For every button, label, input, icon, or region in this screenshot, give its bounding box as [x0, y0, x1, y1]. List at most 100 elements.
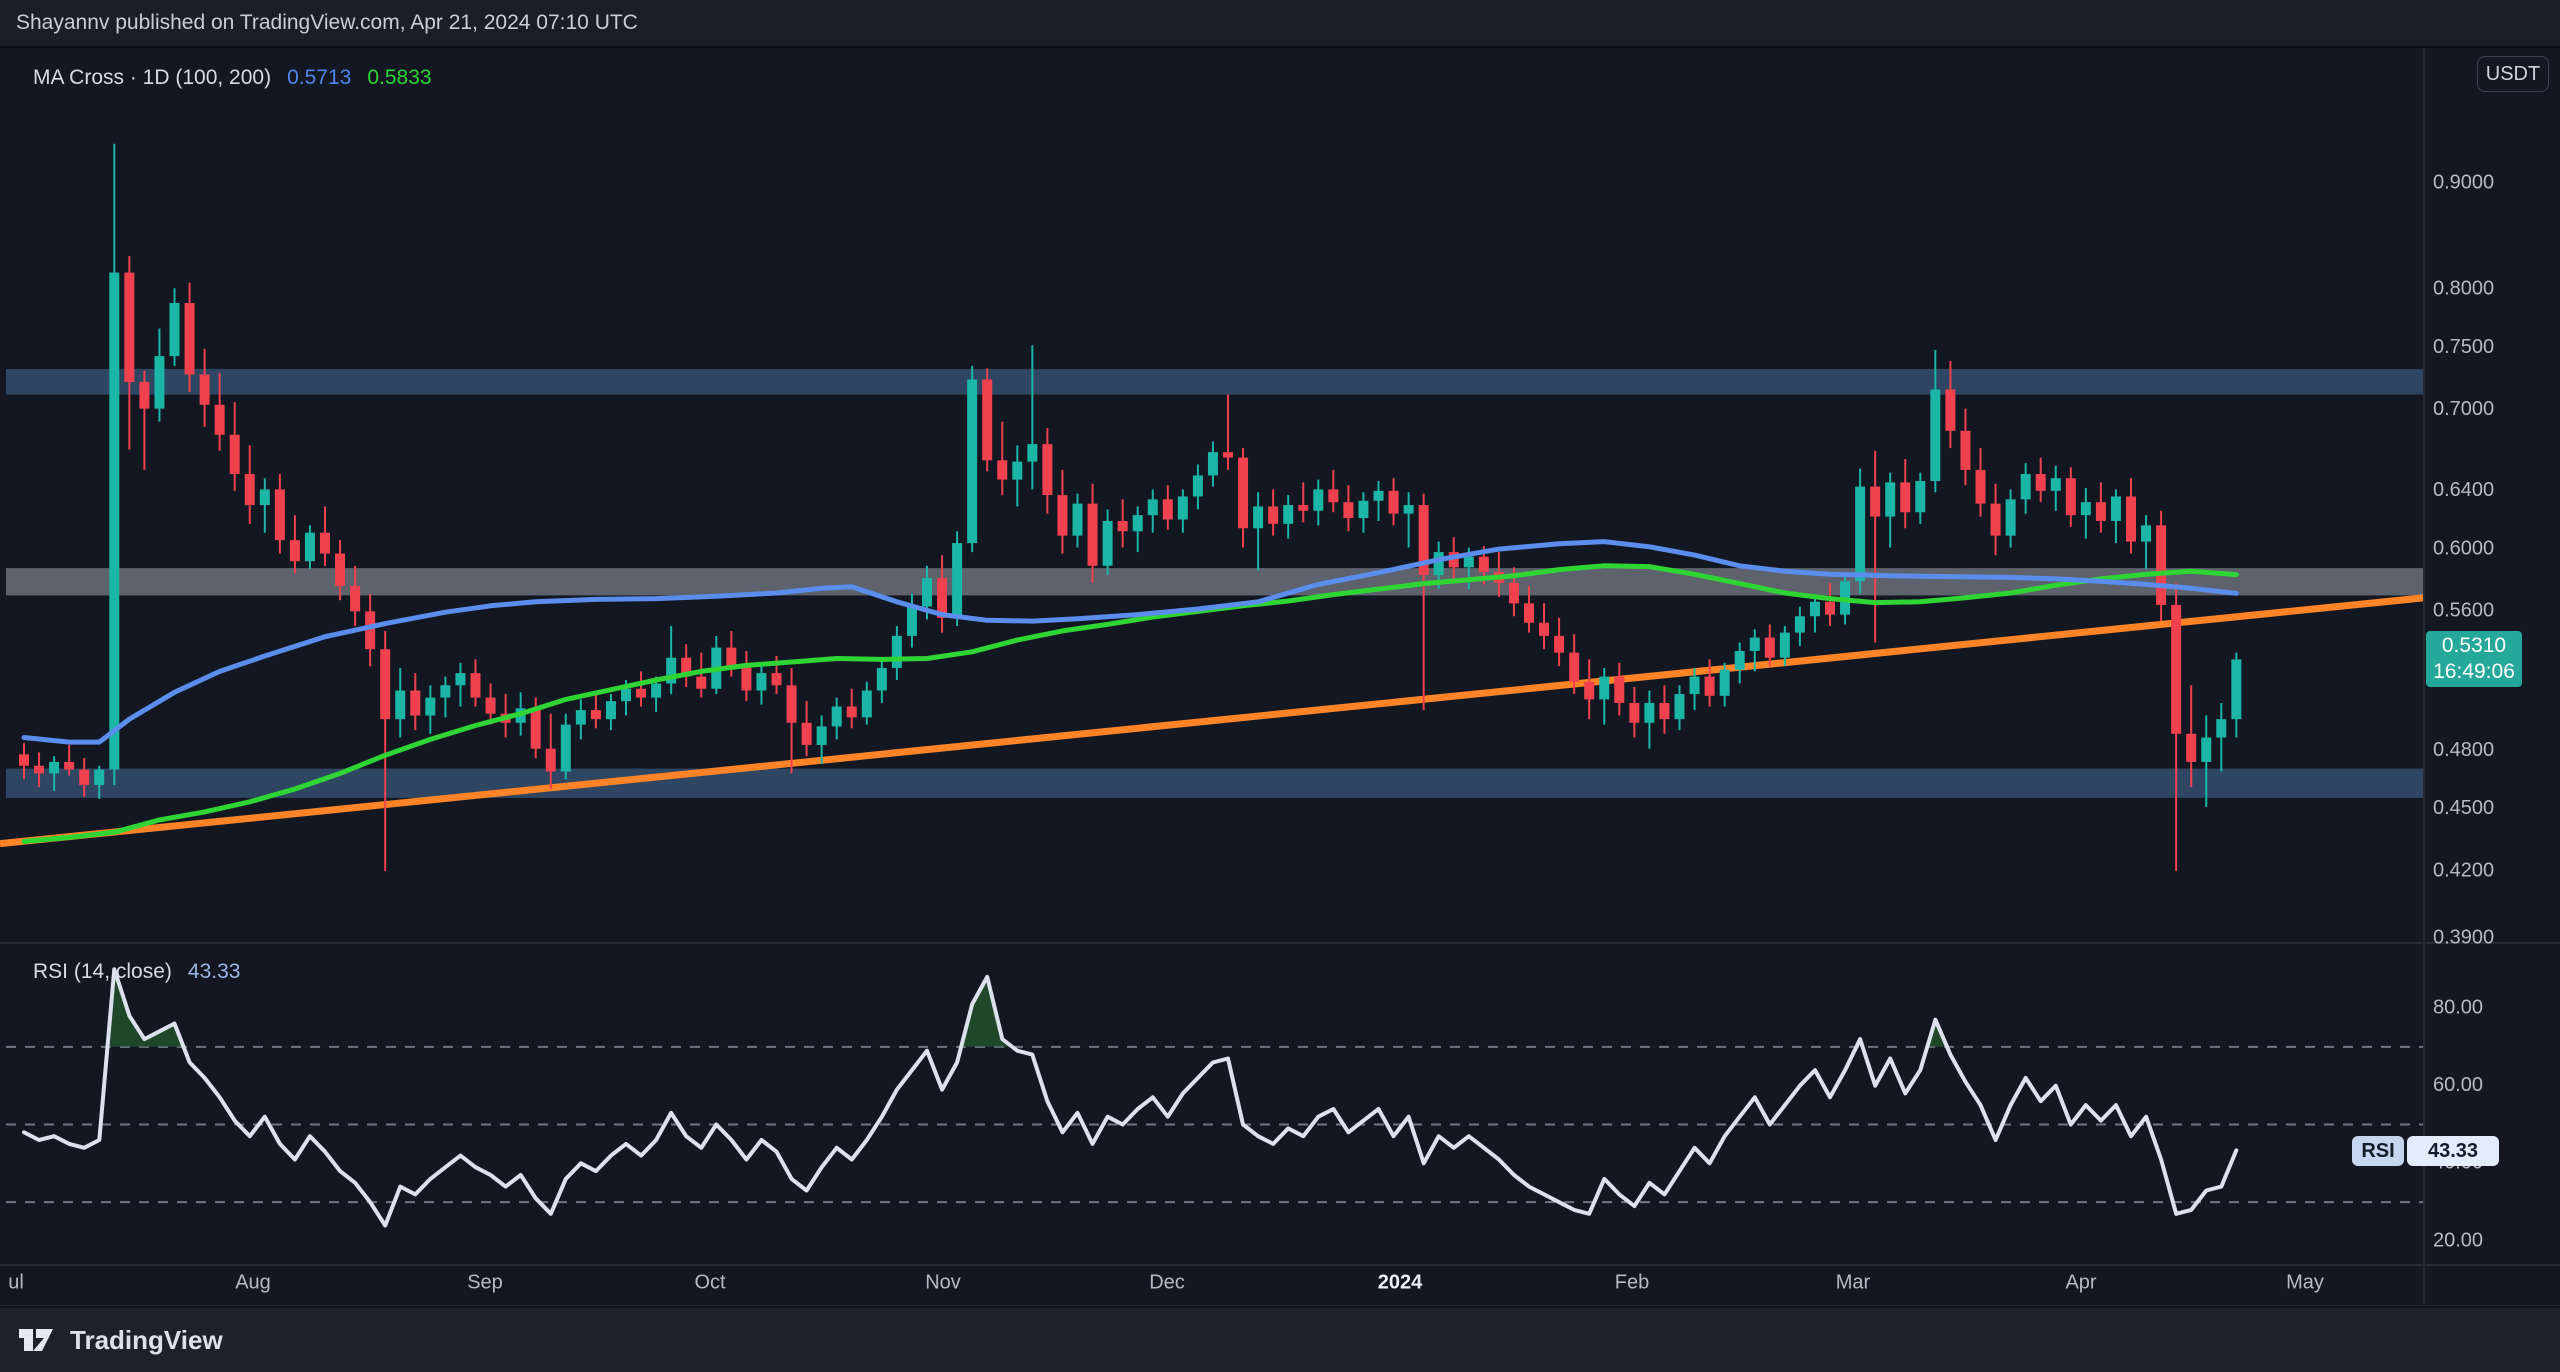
- candle-body: [470, 673, 481, 698]
- candle-body: [1508, 582, 1519, 604]
- candle-body: [2231, 659, 2242, 720]
- candle-body: [244, 474, 255, 506]
- candle-body: [1238, 457, 1249, 529]
- price-tick-0.7500: 0.7500: [2433, 336, 2494, 358]
- ma200-value: 0.5833: [367, 66, 432, 89]
- candle-body: [621, 688, 631, 702]
- candle-body: [1719, 669, 1730, 696]
- candle-body: [1764, 637, 1775, 658]
- candle-body: [1659, 702, 1670, 720]
- candle-body: [410, 690, 421, 716]
- candle-body: [545, 748, 556, 772]
- candle-body: [365, 611, 376, 650]
- candle-body: [1373, 490, 1384, 501]
- snapshot-footer: TradingView: [0, 1306, 2560, 1372]
- candle-body: [1087, 503, 1098, 566]
- rsi-tick-60.00: 60.00: [2433, 1074, 2483, 1096]
- candle-body: [1448, 552, 1459, 568]
- candle-body: [1177, 496, 1188, 520]
- candle-body: [861, 690, 872, 718]
- bar-countdown: 16:49:06: [2433, 660, 2515, 684]
- candle-body: [1524, 603, 1534, 623]
- price-tick-0.8000: 0.8000: [2433, 278, 2494, 300]
- rsi-legend[interactable]: RSI (14, close) 43.33: [33, 960, 240, 984]
- candle-body: [530, 708, 541, 749]
- candle-body: [2035, 474, 2046, 491]
- price-tick-0.4800: 0.4800: [2433, 739, 2494, 761]
- candle-body: [1704, 676, 1715, 696]
- candle-body: [49, 761, 60, 774]
- candle-body: [1749, 637, 1760, 651]
- candle-body: [184, 302, 195, 375]
- candle-body: [1223, 452, 1233, 458]
- time-tick-Feb: Feb: [1615, 1271, 1649, 1293]
- ma-cross-legend[interactable]: MA Cross · 1D (100, 200) 0.5713 0.5833: [33, 66, 432, 90]
- candle-body: [2201, 737, 2212, 762]
- time-tick-Aug: Aug: [235, 1271, 271, 1293]
- rsi-tick-20.00: 20.00: [2433, 1229, 2483, 1251]
- candle-body: [590, 710, 601, 720]
- candle-body: [846, 706, 857, 718]
- candle-body: [1463, 556, 1474, 568]
- candle-body: [1794, 616, 1805, 633]
- candle-body: [937, 578, 948, 618]
- candle-body: [1689, 676, 1700, 695]
- candle-body: [1825, 601, 1835, 615]
- candle-body: [169, 302, 180, 357]
- candle-body: [139, 381, 150, 409]
- candle-body: [1584, 681, 1595, 700]
- candle-body: [350, 585, 361, 612]
- footer-brand[interactable]: TradingView: [70, 1324, 223, 1355]
- candle-body: [1298, 505, 1309, 511]
- rsi-legend-title: RSI (14, close): [33, 960, 172, 983]
- candle-body: [94, 769, 105, 786]
- time-tick-ul: ul: [8, 1271, 24, 1293]
- candle-body: [1674, 694, 1685, 720]
- candle-body: [2005, 499, 2016, 536]
- candle-body: [1599, 676, 1610, 700]
- candle-body: [2080, 502, 2091, 516]
- candle-body: [1042, 444, 1053, 496]
- candle-body: [2171, 604, 2182, 734]
- candle-body: [79, 769, 90, 786]
- candle-body: [34, 765, 45, 774]
- time-tick-Dec: Dec: [1149, 1271, 1185, 1293]
- candle-body: [1102, 520, 1113, 566]
- rsi-badge-label: RSI: [2352, 1136, 2404, 1166]
- time-tick-Sep: Sep: [467, 1271, 503, 1293]
- candle-body: [1433, 552, 1444, 576]
- candle-body: [2020, 474, 2031, 500]
- candle-body: [199, 374, 210, 405]
- candle-body: [816, 726, 827, 745]
- price-tick-0.6400: 0.6400: [2433, 479, 2494, 501]
- candle-body: [1975, 469, 1986, 504]
- candle-body: [1418, 505, 1429, 576]
- candle-body: [1539, 622, 1550, 636]
- candle-body: [1734, 650, 1745, 670]
- candle-body: [2186, 733, 2197, 762]
- tradingview-logo-icon[interactable]: [18, 1326, 58, 1354]
- candle-body: [681, 657, 692, 677]
- price-tick-0.5600: 0.5600: [2433, 600, 2494, 622]
- time-tick-Nov: Nov: [925, 1271, 961, 1293]
- candle-body: [967, 379, 978, 544]
- candle-body: [1930, 389, 1941, 482]
- rsi-value-badge: RSI 43.33: [2352, 1136, 2499, 1166]
- candle-body: [1313, 489, 1324, 511]
- candle-body: [1809, 601, 1820, 617]
- ma-cross-legend-title: MA Cross · 1D (100, 200): [33, 66, 272, 89]
- candle-body: [229, 434, 240, 475]
- candle-body: [1569, 652, 1580, 682]
- support-zone: [6, 768, 2424, 798]
- candle-body: [1192, 475, 1203, 497]
- currency-toggle-button[interactable]: USDT: [2477, 56, 2549, 92]
- candle-body: [2156, 525, 2167, 605]
- candle-body: [335, 553, 346, 586]
- candle-body: [891, 635, 902, 668]
- last-price-badge: 0.5310 16:49:06: [2426, 631, 2522, 688]
- candle-body: [289, 540, 300, 562]
- candle-body: [1283, 505, 1294, 524]
- candle-body: [876, 667, 887, 691]
- candle-body: [19, 754, 29, 766]
